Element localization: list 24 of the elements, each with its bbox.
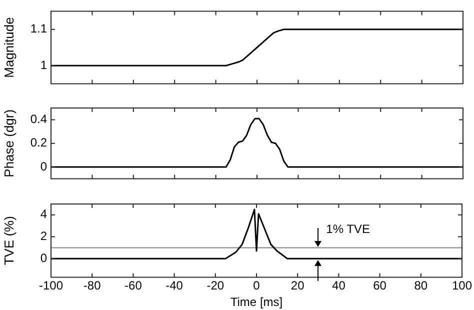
y-axis-title: TVE (%) xyxy=(1,216,16,266)
x-tick-label: 60 xyxy=(373,278,387,293)
x-tick-label: 0 xyxy=(253,278,260,293)
x-axis-title: Time [ms] xyxy=(230,295,283,310)
x-tick-label: -100 xyxy=(38,278,64,293)
x-tick-label: -20 xyxy=(206,278,224,293)
y-axis-title: Phase (dgr) xyxy=(1,109,16,178)
y-tick-label: 4 xyxy=(40,207,48,222)
x-tick-label: 80 xyxy=(414,278,428,293)
y-tick-label: 0 xyxy=(40,159,48,174)
x-tick-label: -40 xyxy=(166,278,184,293)
x-tick-label: 40 xyxy=(332,278,346,293)
y-tick-label: 0.4 xyxy=(30,112,48,126)
y-tick-label: 1 xyxy=(40,58,48,72)
y-tick-label: 1.1 xyxy=(30,22,48,36)
y-tick-label: 0.2 xyxy=(30,136,48,150)
y-tick-label: 0 xyxy=(40,250,48,265)
x-tick-label: 100 xyxy=(452,278,472,293)
annotation: 1% TVE xyxy=(326,222,370,236)
x-tick-label: 20 xyxy=(290,278,305,293)
x-tick-label: -80 xyxy=(83,278,102,293)
x-tick-label: -60 xyxy=(124,278,142,293)
y-tick-label: 2 xyxy=(40,229,48,244)
y-axis-title: Magnitude xyxy=(1,17,16,78)
